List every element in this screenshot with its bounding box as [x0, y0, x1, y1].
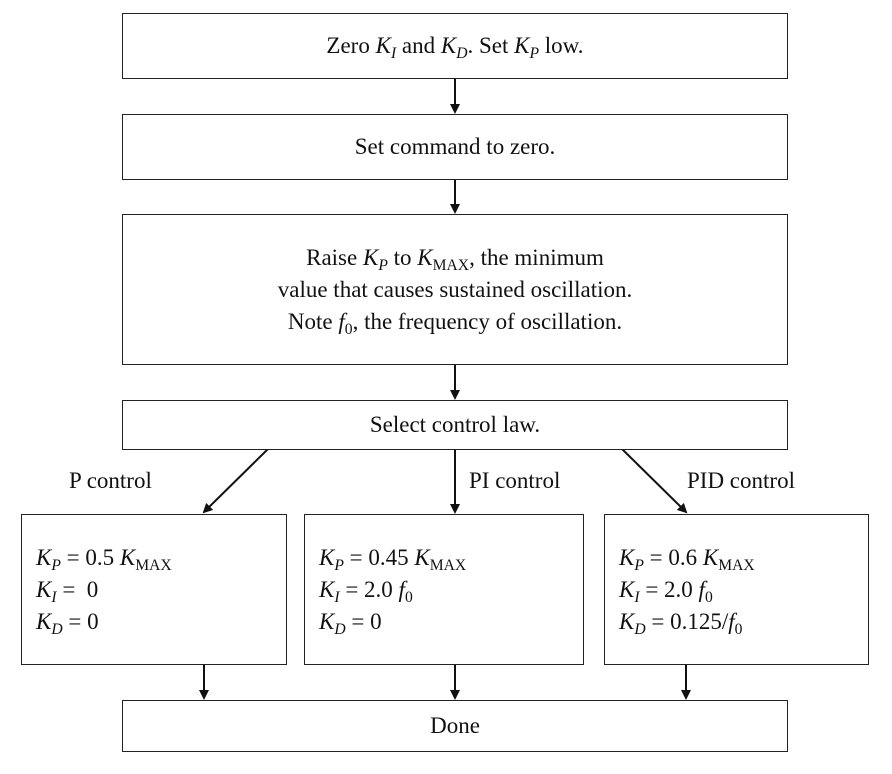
step-select-law: Select control law. [122, 400, 788, 450]
step3-line1: Raise KP to KMAX, the minimum [278, 242, 633, 274]
kd-subscript: D [456, 45, 468, 62]
step1-post: low. [539, 33, 584, 58]
step3-kmax-sub: MAX [432, 256, 470, 274]
pi-kd-sub: D [334, 620, 346, 638]
step3-kp: K [362, 244, 379, 270]
pi-f0-sub: 0 [404, 588, 413, 606]
pi-ki-sub: I [334, 588, 340, 606]
pid-kd-sub: D [634, 620, 646, 638]
p-kd-eq: = 0 [62, 608, 99, 634]
step1-text: Zero [326, 33, 376, 58]
pid-kp: K [619, 544, 635, 570]
pi-kmax: K [414, 544, 430, 570]
step3-line3: Note f0, the frequency of oscillation. [278, 306, 633, 338]
p-ki: K [36, 576, 52, 602]
pid-kd-f0-sub: 0 [734, 620, 743, 638]
pid-f0-sub: 0 [704, 588, 713, 606]
step3-l1c: , the minimum [469, 244, 604, 270]
pid-kd: K [619, 608, 635, 634]
p-kp-eq: = 0.5 [60, 544, 120, 570]
p-kd-sub: D [51, 620, 63, 638]
p-ki-line: KI = 0 [36, 574, 172, 606]
pi-kd-line: KD = 0 [319, 606, 466, 638]
step3-l1b: to [387, 244, 418, 270]
step3-l3a: Note [287, 308, 339, 334]
pi-kp-eq: = 0.45 [343, 544, 415, 570]
step1-mid: . Set [467, 33, 515, 58]
pi-ki-eq: = 2.0 [339, 576, 399, 602]
pid-ki-sub: I [634, 588, 640, 606]
pid-kp-sub: P [634, 556, 644, 574]
box-pi-control: KP = 0.45 KMAX KI = 2.0 f0 KD = 0 [304, 514, 584, 665]
pid-ki: K [619, 576, 635, 602]
arrow-to-p [202, 448, 269, 514]
step3-f0-sub: 0 [344, 320, 353, 338]
p-kp: K [36, 544, 52, 570]
pid-kmax-sub: MAX [718, 556, 755, 574]
step-done: Done [122, 700, 788, 752]
label-p-control: P control [69, 468, 152, 493]
box-pid-control: KP = 0.6 KMAX KI = 2.0 f0 KD = 0.125/f0 [604, 514, 869, 665]
step3-line2: value that causes sustained oscillation. [277, 276, 633, 302]
step1-and: and [396, 33, 441, 58]
pid-kd-line: KD = 0.125/f0 [619, 606, 755, 638]
step3-f0: f [338, 308, 345, 334]
pid-kd-eq: = 0.125/ [645, 608, 729, 634]
step3-kmax: K [417, 244, 433, 270]
step3-kp-sub: P [378, 256, 388, 274]
p-kp-line: KP = 0.5 KMAX [36, 542, 172, 574]
pid-kp-line: KP = 0.6 KMAX [619, 542, 755, 574]
pi-f0: f [398, 576, 405, 602]
p-ki-sub: I [51, 588, 57, 606]
pi-ki-line: KI = 2.0 f0 [319, 574, 466, 606]
pid-kp-eq: = 0.6 [643, 544, 703, 570]
step-zero-gains: Zero KI and KD. Set KP low. [122, 13, 788, 79]
done-text: Done [430, 713, 480, 738]
pid-ki-eq: = 2.0 [639, 576, 699, 602]
arrow-to-pid [621, 448, 688, 514]
step-raise-kp: Raise KP to KMAX, the minimum value that… [122, 214, 788, 365]
pid-ki-line: KI = 2.0 f0 [619, 574, 755, 606]
step4-text: Select control law. [369, 412, 541, 437]
step2-text: Set command to zero. [354, 134, 556, 159]
label-pi-control: PI control [469, 468, 561, 493]
pi-kp-sub: P [334, 556, 344, 574]
p-kd-line: KD = 0 [36, 606, 172, 638]
kp-subscript: P [529, 45, 540, 62]
kp-symbol: K [514, 33, 530, 58]
step3-l3b: , the frequency of oscillation. [352, 308, 623, 334]
pi-kp: K [319, 544, 335, 570]
p-kd: K [36, 608, 52, 634]
step3-l1a: Raise [306, 244, 363, 270]
label-pid-control: PID control [687, 468, 795, 493]
pi-kd: K [319, 608, 335, 634]
pi-kd-eq: = 0 [345, 608, 382, 634]
pid-f0: f [698, 576, 705, 602]
p-ki-eq: = 0 [56, 576, 99, 602]
pid-kd-f0: f [728, 608, 735, 634]
kd-symbol: K [440, 33, 457, 58]
box-p-control: KP = 0.5 KMAX KI = 0 KD = 0 [21, 514, 287, 665]
p-kmax: K [119, 544, 136, 570]
p-kp-sub: P [51, 556, 61, 574]
pi-kmax-sub: MAX [429, 556, 467, 574]
pi-kp-line: KP = 0.45 KMAX [319, 542, 466, 574]
ki-symbol: K [375, 33, 391, 58]
p-kmax-sub: MAX [135, 556, 172, 574]
pi-ki: K [319, 576, 335, 602]
ki-subscript: I [390, 45, 397, 62]
step-set-command: Set command to zero. [122, 114, 788, 180]
pid-kmax: K [702, 544, 719, 570]
